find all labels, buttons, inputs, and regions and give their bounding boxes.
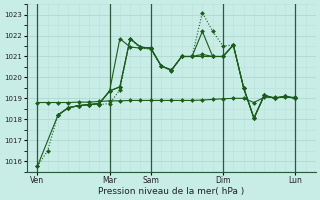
X-axis label: Pression niveau de la mer( hPa ): Pression niveau de la mer( hPa ) [98,187,244,196]
